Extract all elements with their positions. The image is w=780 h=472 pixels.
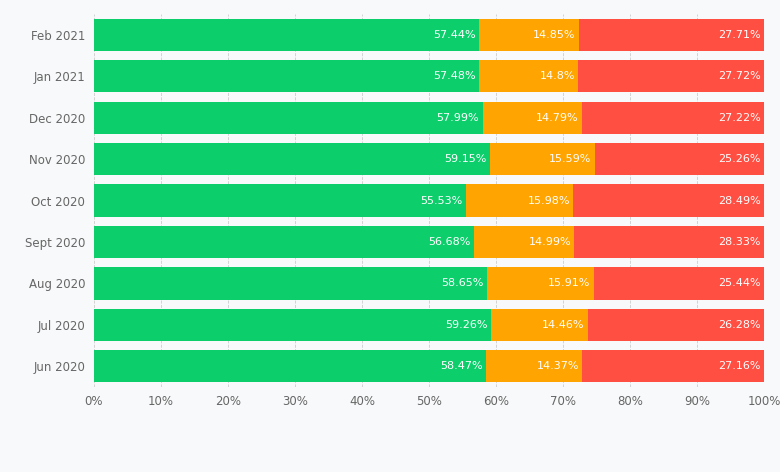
Text: 56.68%: 56.68% [428, 237, 470, 247]
Text: 57.48%: 57.48% [433, 71, 476, 81]
Text: 27.71%: 27.71% [718, 30, 761, 40]
Bar [483, 101, 582, 134]
Legend: Good (< 0.10), Needs Improvement, Poor (>= 0.25): Good (< 0.10), Needs Improvement, Poor (… [114, 468, 564, 472]
Bar [579, 60, 764, 93]
Bar [94, 185, 466, 217]
Text: 14.79%: 14.79% [536, 113, 579, 123]
Bar [579, 19, 764, 51]
Text: 25.26%: 25.26% [718, 154, 761, 164]
Text: 59.26%: 59.26% [445, 320, 488, 330]
Bar [595, 143, 764, 175]
Bar [479, 60, 579, 93]
Text: 14.46%: 14.46% [542, 320, 585, 330]
Text: 26.28%: 26.28% [718, 320, 761, 330]
Bar [94, 350, 486, 382]
Bar [94, 226, 473, 258]
Bar [491, 309, 588, 341]
Text: 14.37%: 14.37% [537, 362, 579, 371]
Bar [573, 185, 764, 217]
Bar [94, 267, 487, 300]
Text: 14.8%: 14.8% [540, 71, 575, 81]
Text: 27.16%: 27.16% [718, 362, 761, 371]
Bar [94, 143, 491, 175]
Bar [574, 226, 764, 258]
Text: 28.49%: 28.49% [718, 195, 761, 206]
Text: 25.44%: 25.44% [718, 278, 761, 288]
Bar [582, 350, 764, 382]
Bar [479, 19, 579, 51]
Text: 57.99%: 57.99% [437, 113, 479, 123]
Bar [94, 101, 483, 134]
Text: 15.98%: 15.98% [527, 195, 570, 206]
Text: 58.47%: 58.47% [440, 362, 483, 371]
Bar [588, 309, 764, 341]
Text: 15.91%: 15.91% [548, 278, 590, 288]
Text: 59.15%: 59.15% [445, 154, 487, 164]
Text: 57.44%: 57.44% [433, 30, 476, 40]
Bar [94, 309, 491, 341]
Text: 15.59%: 15.59% [549, 154, 591, 164]
Bar [582, 101, 764, 134]
Bar [466, 185, 573, 217]
Text: 14.85%: 14.85% [533, 30, 575, 40]
Text: 55.53%: 55.53% [420, 195, 463, 206]
Text: 58.65%: 58.65% [441, 278, 484, 288]
Text: 28.33%: 28.33% [718, 237, 761, 247]
Bar [594, 267, 764, 300]
Bar [487, 267, 594, 300]
Bar [491, 143, 595, 175]
Bar [473, 226, 574, 258]
Text: 27.22%: 27.22% [718, 113, 761, 123]
Bar [94, 60, 479, 93]
Text: 27.72%: 27.72% [718, 71, 761, 81]
Bar [486, 350, 582, 382]
Bar [94, 19, 479, 51]
Text: 14.99%: 14.99% [528, 237, 571, 247]
